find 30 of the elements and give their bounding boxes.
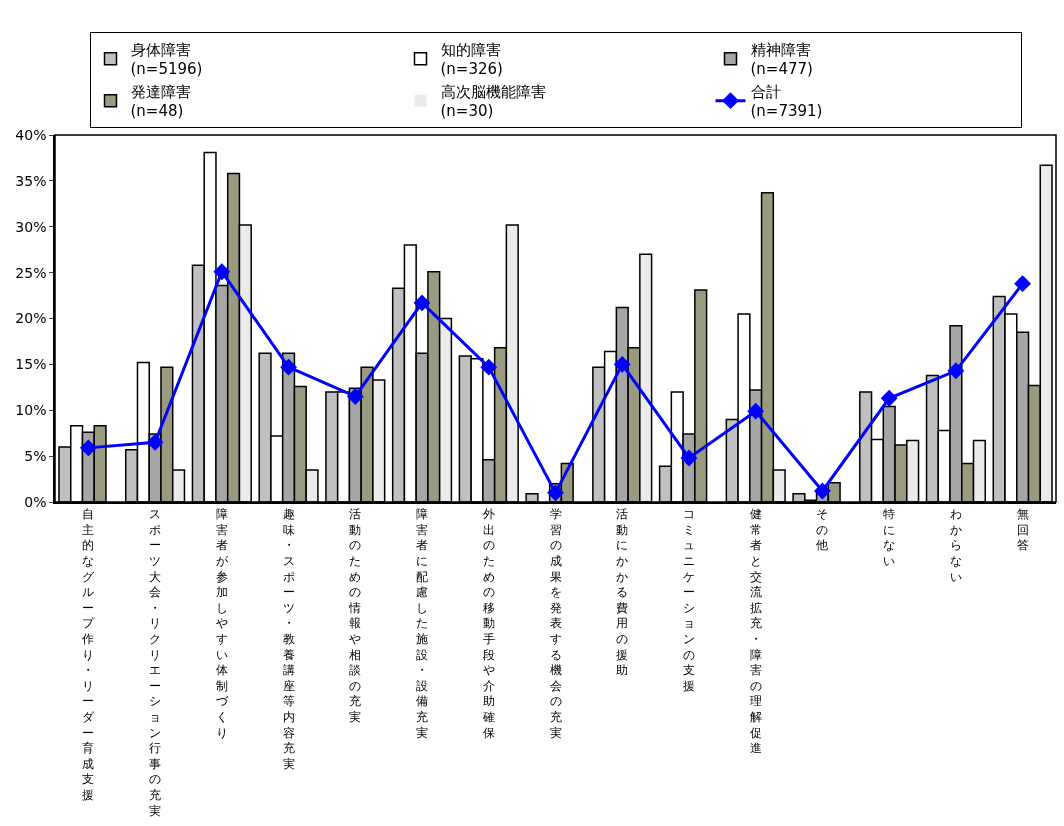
y-tick-label: 0% (24, 493, 47, 510)
legend-label: 発達障害 (n=48) (130, 82, 191, 121)
legend-label: 知的障害 (n=326) (440, 40, 503, 79)
x-tick-label: わからない (949, 507, 962, 584)
category-label: 外出のための移動手段や介助確保 (482, 507, 495, 740)
category-label: 学習の成果を発表する機会の充実 (549, 507, 562, 740)
category-label: スポーツ大会・リクリエーション行事の充実 (149, 507, 162, 818)
x-tick-label: 特にない (883, 507, 896, 568)
x-tick-label: 無回答 (1016, 507, 1029, 553)
legend-label: 身体障害 (n=5196) (130, 40, 203, 79)
legend-label: 精神障害 (n=477) (750, 40, 813, 79)
y-tick-label: 40% (15, 126, 47, 143)
y-tick-label: 35% (15, 172, 47, 189)
category-label: 障害者が参加しやすい体制づくり (215, 507, 228, 740)
category-label: 趣味・スポーツ・教養講座等内容充実 (282, 507, 295, 771)
category-label: 健常者と交流拡充・障害の理解促進 (749, 507, 762, 756)
category-label: 自主的なグループ作り・リーダー育成支援 (82, 507, 95, 802)
y-tick-label: 25% (15, 264, 47, 281)
category-label: コミュニケーションの支援 (682, 507, 695, 693)
y-tick-label: 30% (15, 218, 47, 235)
y-tick-label: 15% (15, 356, 47, 373)
legend-label: 高次脳機能障害 (n=30) (440, 82, 546, 121)
y-tick-label: 10% (15, 402, 47, 419)
category-label: 活動のための情報や相談の充実 (349, 507, 362, 724)
y-tick-label: 20% (15, 310, 47, 327)
category-label: 障害者に配慮した施設・設備充実 (416, 507, 429, 740)
legend-label: 合計 (n=7391) (750, 82, 823, 121)
x-tick-label: その他 (816, 507, 829, 553)
category-label: 活動にかかる費用の援助 (616, 507, 629, 678)
y-tick-label: 5% (24, 448, 47, 465)
